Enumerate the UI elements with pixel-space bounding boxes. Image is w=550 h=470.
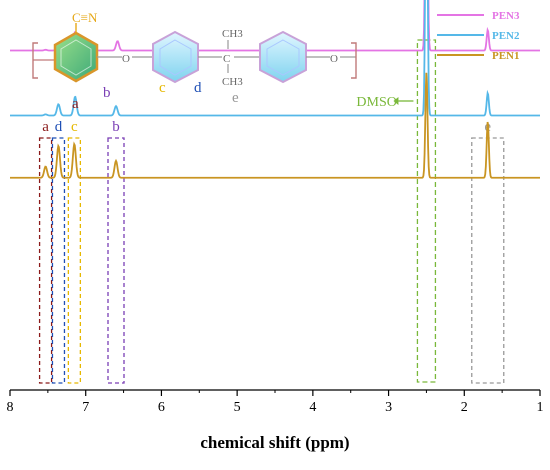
peak-label-d: d	[55, 119, 63, 135]
dmso-arrow-head	[393, 97, 399, 105]
peak-box-b	[107, 137, 125, 384]
chemical-structure: C≡N a b O c d C CH3 CH3 e O	[32, 10, 357, 112]
label-c-structure: c	[159, 80, 166, 96]
methyl-top: CH3	[222, 28, 243, 40]
peak-box-c	[67, 137, 82, 384]
carbon-center: C	[223, 53, 230, 65]
label-a-structure: a	[72, 96, 79, 112]
dmso-box	[416, 39, 437, 383]
x-axis-label: chemical shift (ppm)	[200, 433, 349, 452]
peak-label-c: c	[71, 119, 78, 135]
x-tick-label-1: 1	[537, 400, 544, 415]
label-e-structure: e	[232, 90, 239, 106]
dmso-label: DMSO	[356, 95, 396, 110]
spectrum-pen1	[10, 72, 540, 179]
ring-phenyl-1	[152, 30, 199, 84]
legend: PEN3 PEN2 PEN1	[437, 10, 520, 62]
x-tick-label-5: 5	[234, 400, 241, 415]
x-axis: 8 7 6 5 4 3 2 1	[7, 389, 544, 415]
ring-phenyl-2	[259, 30, 307, 84]
cyano-group: C≡N	[72, 10, 98, 25]
legend-label-pen1: PEN1	[492, 50, 520, 62]
methyl-bottom: CH3	[222, 76, 243, 88]
x-tick-label-4: 4	[309, 400, 316, 415]
peak-label-a: a	[42, 119, 49, 135]
x-tick-label-2: 2	[461, 400, 468, 415]
peak-box-e	[471, 137, 505, 384]
label-d-structure: d	[194, 80, 202, 96]
label-b-structure: b	[103, 85, 111, 101]
spectrum-pen2	[10, 0, 540, 117]
x-tick-label-6: 6	[158, 400, 165, 415]
legend-label-pen3: PEN3	[492, 10, 520, 22]
peak-label-b: b	[112, 119, 120, 135]
oxygen-2: O	[330, 53, 338, 65]
ring-inner-1	[60, 39, 92, 76]
x-tick-label-3: 3	[385, 400, 392, 415]
peak-box-d	[51, 137, 66, 384]
bracket-right	[351, 42, 357, 79]
spectra	[10, 0, 540, 179]
ring-inner-2	[159, 39, 192, 76]
x-tick-label-7: 7	[82, 400, 89, 415]
ring-inner-3	[266, 39, 300, 76]
x-tick-label-8: 8	[7, 400, 14, 415]
oxygen-1: O	[122, 53, 130, 65]
peak-box-a	[38, 137, 53, 384]
legend-label-pen2: PEN2	[492, 30, 520, 42]
